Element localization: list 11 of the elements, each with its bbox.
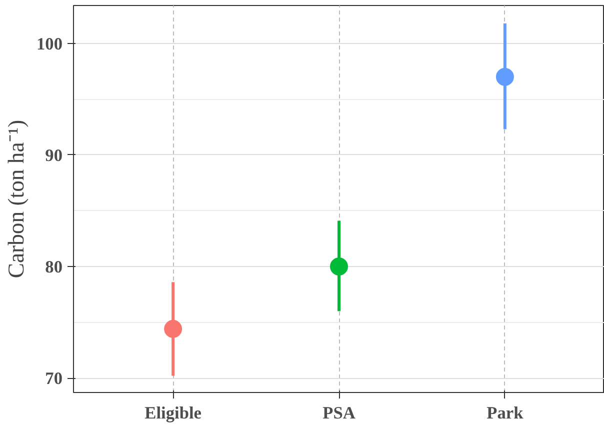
y-tick-label: 70 <box>45 369 62 388</box>
point <box>164 320 182 338</box>
point <box>496 68 514 86</box>
y-tick-label: 100 <box>36 34 63 54</box>
x-tick-label: PSA <box>322 404 356 422</box>
point <box>330 257 348 276</box>
x-tick-label: Eligible <box>144 404 202 422</box>
y-tick-label: 90 <box>45 146 62 165</box>
y-axis-title: Carbon (ton ha⁻¹) <box>4 120 29 278</box>
y-tick-label: 80 <box>45 257 62 276</box>
x-tick-label: Park <box>486 404 524 422</box>
